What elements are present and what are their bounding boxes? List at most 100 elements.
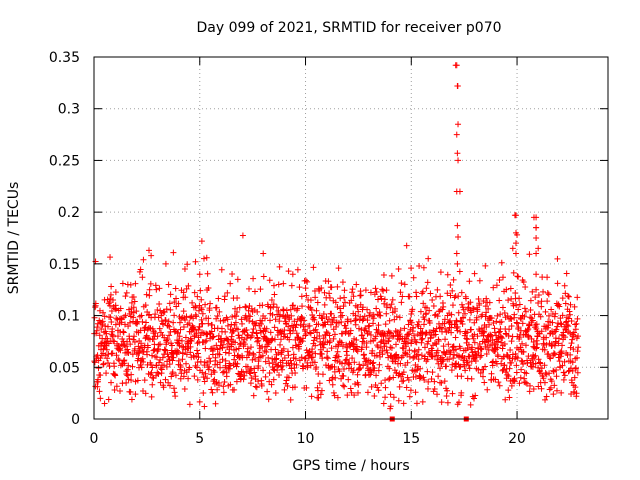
- data-point: [266, 378, 273, 385]
- data-point: [224, 289, 231, 296]
- data-point: [121, 360, 128, 367]
- data-point: [185, 282, 192, 289]
- data-point: [344, 392, 351, 399]
- data-point: [550, 391, 557, 398]
- data-point: [510, 269, 517, 276]
- data-point: [440, 343, 447, 350]
- data-point: [167, 306, 174, 313]
- data-point: [557, 349, 564, 356]
- data-point: [164, 322, 171, 329]
- data-point: [505, 387, 512, 394]
- data-point: [156, 325, 163, 332]
- data-point: [234, 326, 241, 333]
- data-point: [258, 321, 265, 328]
- data-point: [515, 273, 522, 280]
- data-point: [303, 384, 310, 391]
- data-point: [387, 391, 394, 398]
- data-point: [243, 368, 250, 375]
- data-point: [469, 349, 476, 356]
- data-point: [157, 365, 164, 372]
- data-point: [326, 332, 333, 339]
- data-point: [101, 400, 108, 407]
- data-point: [95, 376, 102, 383]
- data-point: [165, 318, 172, 325]
- data-point: [475, 295, 482, 302]
- data-point: [455, 293, 462, 300]
- data-point: [382, 384, 389, 391]
- ticks: 0 0.05 0.1 0.15 0.2 0.25 0.3 0.35 0 5 10 15 20: [49, 50, 608, 447]
- data-point: [424, 340, 431, 347]
- data-point: [352, 321, 359, 328]
- data-point: [392, 305, 399, 312]
- data-point: [290, 302, 297, 309]
- data-point: [410, 355, 417, 362]
- data-point: [488, 315, 495, 322]
- data-point: [454, 222, 461, 229]
- data-point: [112, 305, 119, 312]
- data-point: [213, 304, 220, 311]
- data-point: [381, 343, 388, 350]
- data-point: [238, 316, 245, 323]
- data-point: [155, 371, 162, 378]
- data-point: [458, 389, 465, 396]
- data-point: [114, 333, 121, 340]
- data-point: [100, 309, 107, 316]
- data-point: [479, 311, 486, 318]
- data-point: [233, 346, 240, 353]
- data-point: [504, 371, 511, 378]
- data-point: [418, 336, 425, 343]
- data-point: [201, 378, 208, 385]
- data-point: [314, 329, 321, 336]
- data-point: [166, 300, 173, 307]
- data-point: [353, 343, 360, 350]
- data-point: [571, 303, 578, 310]
- data-point: [104, 323, 111, 330]
- data-point: [353, 281, 360, 288]
- data-point: [310, 264, 317, 271]
- data-point: [430, 303, 437, 310]
- data-point: [107, 291, 114, 298]
- data-point: [427, 335, 434, 342]
- data-point: [483, 295, 490, 302]
- x-tick-label: 15: [402, 431, 420, 447]
- data-point: [415, 356, 422, 363]
- data-point: [435, 373, 442, 380]
- data-point: [180, 289, 187, 296]
- data-point: [419, 335, 426, 342]
- data-point: [101, 339, 108, 346]
- data-point: [138, 364, 145, 371]
- data-point: [486, 299, 493, 306]
- data-point: [260, 250, 267, 257]
- data-point: [312, 350, 319, 357]
- data-point: [535, 291, 542, 298]
- data-point: [444, 399, 451, 406]
- data-point: [526, 251, 533, 258]
- data-point: [112, 372, 119, 379]
- data-point: [291, 365, 298, 372]
- data-point: [365, 323, 372, 330]
- data-point: [331, 314, 338, 321]
- data-point: [154, 333, 161, 340]
- data-point: [463, 335, 470, 342]
- data-point: [331, 392, 338, 399]
- data-point: [509, 245, 516, 252]
- data-point: [201, 403, 208, 410]
- data-point: [424, 368, 431, 375]
- data-point: [148, 252, 155, 259]
- data-point: [289, 271, 296, 278]
- x-tick-label: 5: [195, 431, 204, 447]
- data-point: [473, 314, 480, 321]
- data-point: [140, 359, 147, 366]
- data-point: [554, 323, 561, 330]
- data-point: [108, 319, 115, 326]
- data-point: [162, 347, 169, 354]
- data-point: [196, 398, 203, 405]
- data-point: [262, 358, 269, 365]
- data-point: [443, 392, 450, 399]
- data-point: [232, 319, 239, 326]
- data-point: [315, 321, 322, 328]
- data-point: [447, 349, 454, 356]
- data-point: [392, 341, 399, 348]
- data-point: [485, 305, 492, 312]
- data-point: [160, 384, 167, 391]
